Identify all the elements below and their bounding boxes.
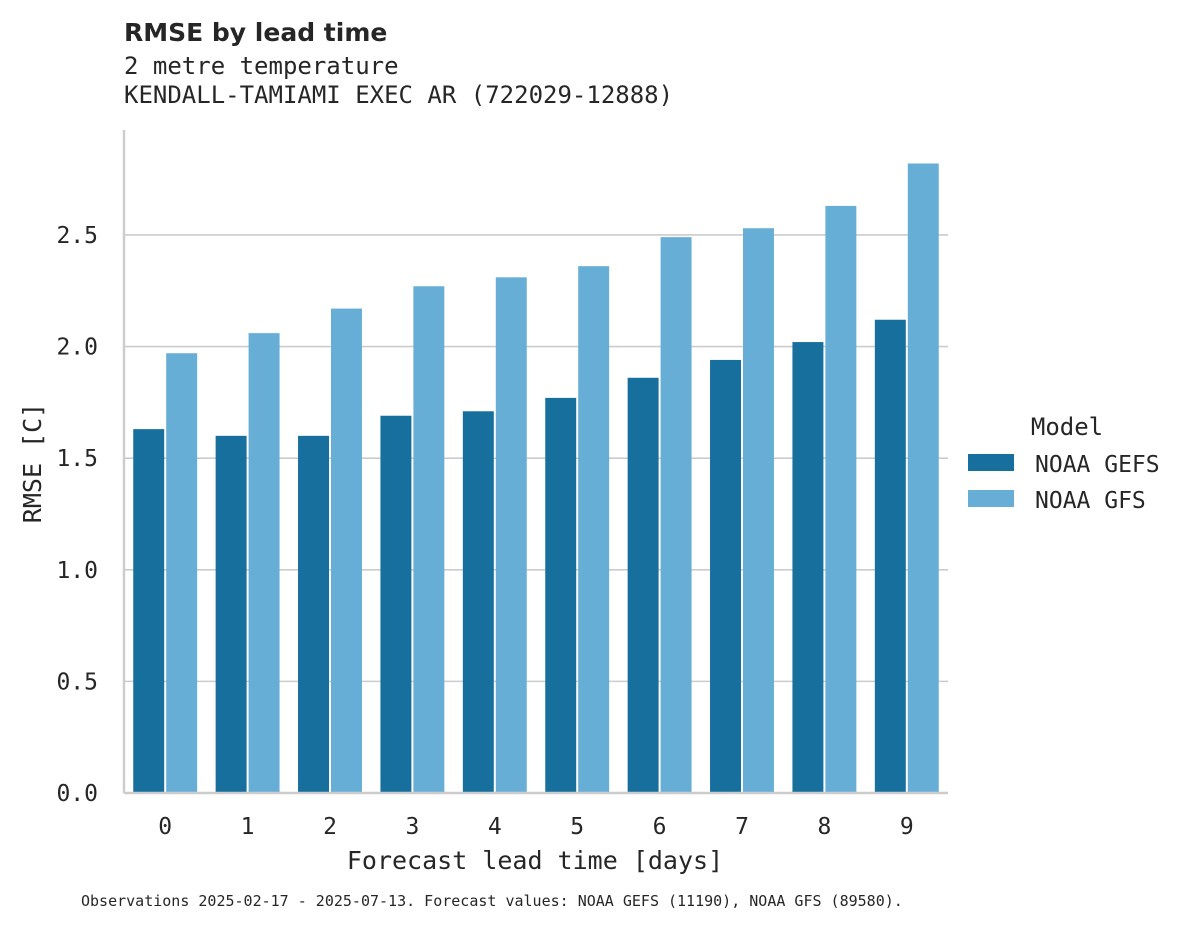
x-tick-label: 1 bbox=[241, 814, 255, 840]
y-tick-label: 1.5 bbox=[56, 446, 98, 472]
y-tick-label: 1.0 bbox=[56, 558, 98, 584]
bar-noaa-gfs bbox=[495, 277, 527, 793]
y-tick-label: 2.5 bbox=[56, 223, 98, 249]
y-tick-label: 2.0 bbox=[56, 335, 98, 361]
x-tick-label: 3 bbox=[405, 814, 419, 840]
chart-subtitle-line-1: 2 metre temperature bbox=[124, 52, 399, 80]
x-tick-label: 7 bbox=[735, 814, 749, 840]
bar-noaa-gefs bbox=[627, 377, 659, 793]
x-axis-label: Forecast lead time [days] bbox=[347, 846, 723, 875]
y-tick-label: 0.5 bbox=[56, 669, 98, 695]
y-tick-label: 0.0 bbox=[56, 781, 98, 807]
tick-labels: 0.0 0.5 1.0 1.5 2.0 2.5 0 1 2 3 4 5 6 7 8 9 bbox=[56, 223, 913, 840]
bar-noaa-gfs bbox=[907, 163, 939, 793]
bars bbox=[133, 163, 939, 794]
footnote: Observations 2025-02-17 - 2025-07-13. Fo… bbox=[81, 892, 903, 910]
bar-noaa-gfs bbox=[743, 228, 774, 793]
x-tick-label: 0 bbox=[158, 814, 172, 840]
axes bbox=[122, 130, 948, 795]
bar-noaa-gefs bbox=[380, 415, 412, 793]
x-tick-label: 8 bbox=[817, 814, 831, 840]
legend-swatch bbox=[968, 454, 1014, 471]
legend-title: Model bbox=[1031, 413, 1103, 441]
x-tick-label: 5 bbox=[570, 814, 584, 840]
bar-noaa-gfs bbox=[331, 308, 362, 793]
chart-subtitle-line-2: KENDALL-TAMIAMI EXEC AR (722029-12888) bbox=[124, 81, 673, 109]
legend-label: NOAA GFS bbox=[1035, 488, 1146, 514]
bar-noaa-gfs bbox=[413, 286, 445, 793]
legend-label: NOAA GEFS bbox=[1035, 452, 1160, 478]
bar-noaa-gefs bbox=[133, 429, 165, 793]
chart-title: RMSE by lead time bbox=[124, 18, 387, 47]
bar-noaa-gfs bbox=[248, 333, 280, 793]
legend-swatch bbox=[968, 490, 1014, 507]
bar-noaa-gefs bbox=[462, 411, 494, 793]
x-tick-label: 6 bbox=[653, 814, 667, 840]
bar-noaa-gefs bbox=[215, 435, 247, 793]
grid-lines bbox=[124, 234, 948, 683]
bar-noaa-gfs bbox=[166, 353, 198, 793]
bar-noaa-gefs bbox=[710, 359, 741, 793]
bar-noaa-gfs bbox=[660, 237, 692, 794]
bar-noaa-gefs bbox=[874, 319, 906, 793]
bar-noaa-gefs bbox=[545, 397, 577, 793]
bar-noaa-gefs bbox=[298, 435, 329, 793]
bar-noaa-gfs bbox=[578, 266, 610, 793]
x-tick-label: 9 bbox=[900, 814, 914, 840]
bar-noaa-gfs bbox=[825, 205, 857, 793]
x-tick-label: 2 bbox=[323, 814, 337, 840]
y-axis-label: RMSE [C] bbox=[18, 403, 47, 523]
bar-noaa-gefs bbox=[792, 342, 824, 793]
x-tick-label: 4 bbox=[488, 814, 502, 840]
legend: Model NOAA GEFS NOAA GFS bbox=[968, 413, 1160, 514]
